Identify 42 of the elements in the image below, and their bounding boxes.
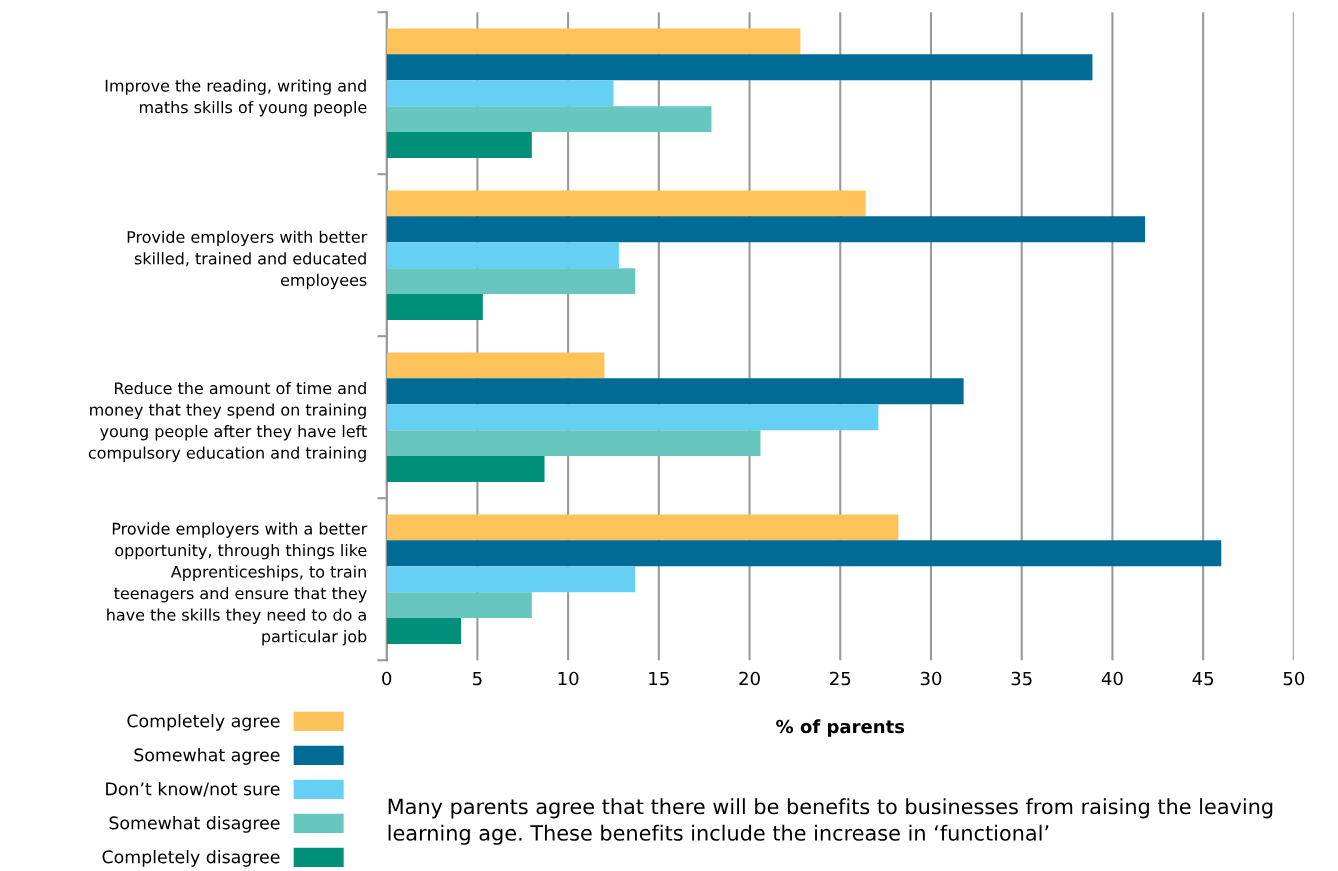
legend-label: Somewhat disagree <box>109 815 280 833</box>
bar <box>386 132 532 158</box>
y-tick-label: Reduce the amount of time and money that they spend on training young people after they have left compulsory education and training <box>88 381 367 462</box>
bar <box>386 352 605 379</box>
x-tick-label: 35 <box>1011 671 1032 686</box>
bar <box>386 216 1146 243</box>
y-tick-label: Provide employers with a better opportunity, through things like Apprenticeships, to train teenagers and ensure that they have the skills they need to do a particular job <box>107 522 368 646</box>
x-tick-label: 15 <box>649 671 669 686</box>
x-tick-label: 0 <box>382 671 392 686</box>
bar <box>386 242 619 269</box>
bar <box>386 294 483 321</box>
x-tick-label: 30 <box>920 671 942 686</box>
legend-label: Completely agree <box>127 713 280 731</box>
bar <box>386 54 1093 81</box>
bar <box>386 28 801 55</box>
x-tick-label: 20 <box>739 671 760 686</box>
bar <box>386 618 462 645</box>
x-tick-label: 10 <box>558 671 579 686</box>
x-tick-label: 40 <box>1101 671 1123 686</box>
bar <box>386 430 761 457</box>
y-tick-label: Provide employers with better skilled, trained and educated employees <box>127 230 368 290</box>
x-tick-label: 5 <box>473 671 482 686</box>
bar <box>386 456 545 483</box>
bar <box>386 566 636 593</box>
bar <box>386 106 712 133</box>
legend-label: Somewhat agree <box>134 747 280 765</box>
bar <box>386 592 532 619</box>
legend-label: Completely disagree <box>102 849 280 867</box>
bar <box>386 540 1222 567</box>
x-tick-label: 25 <box>830 671 851 686</box>
bar <box>386 378 964 405</box>
bar <box>386 80 614 107</box>
y-tick-label: Improve the reading, writing and maths skills of young people <box>105 79 367 117</box>
bar <box>386 514 899 541</box>
x-tick-label: 45 <box>1192 671 1214 686</box>
text: Many parents agree that there will be benefits to businesses from raising the leaving learning age. These benefits include the increase in ‘functional’ <box>388 798 1273 845</box>
x-axis-title: % of parents <box>776 719 905 737</box>
bar <box>386 190 866 217</box>
bar <box>386 268 636 295</box>
x-tick-label: 50 <box>1283 671 1305 686</box>
bar <box>386 404 879 431</box>
legend-label: Don’t know/not sure <box>106 781 280 797</box>
